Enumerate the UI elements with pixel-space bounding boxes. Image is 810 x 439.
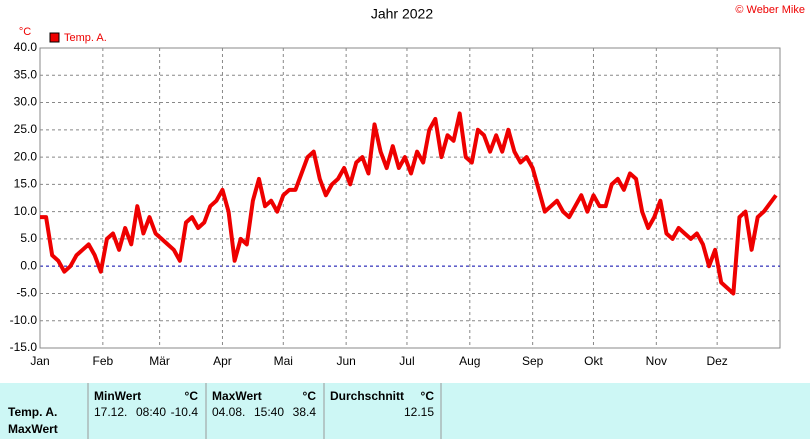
- x-tick-label: Okt: [584, 354, 603, 368]
- x-tick-label: Jan: [30, 354, 49, 368]
- chart-title: Jahr 2022: [371, 6, 433, 22]
- column-unit: °C: [421, 389, 435, 403]
- x-tick-label: Feb: [93, 354, 114, 368]
- cell-value: 12.15: [404, 405, 434, 419]
- cell-value: 38.4: [293, 405, 317, 419]
- x-tick-label: Jun: [336, 354, 355, 368]
- y-tick-label: 35.0: [14, 67, 38, 81]
- column-unit: °C: [185, 389, 199, 403]
- column-unit: °C: [303, 389, 317, 403]
- x-tick-label: Dez: [706, 354, 727, 368]
- row-label: MaxWert: [8, 422, 58, 436]
- plot-area: [39, 47, 781, 349]
- data-line: [40, 111, 778, 296]
- column-header: MaxWert: [212, 389, 262, 403]
- y-unit: °C: [19, 26, 31, 38]
- cell-date: 04.08.: [212, 405, 245, 419]
- cell-time: 15:40: [254, 405, 284, 419]
- y-tick-label: -15.0: [10, 340, 38, 354]
- row-label: Temp. A.: [8, 405, 57, 419]
- x-tick-label: Mai: [274, 354, 293, 368]
- y-tick-label: 15.0: [14, 177, 38, 191]
- y-tick-label: 0.0: [20, 258, 37, 272]
- y-tick-label: 20.0: [14, 149, 38, 163]
- column-header: Durchschnitt: [330, 389, 404, 403]
- x-tick-label: Jul: [399, 354, 414, 368]
- x-tick-label: Aug: [459, 354, 480, 368]
- x-tick-label: Mär: [149, 354, 170, 368]
- legend-label: Temp. A.: [64, 32, 107, 44]
- cell-time: 08:40: [136, 405, 166, 419]
- copyright: © Weber Mike: [735, 4, 805, 16]
- y-tick-label: 5.0: [20, 231, 37, 245]
- cell-date: 17.12.: [94, 405, 127, 419]
- y-tick-label: -5.0: [16, 286, 37, 300]
- table-bg: [0, 383, 810, 439]
- column-header: MinWert: [94, 389, 141, 403]
- y-tick-label: 40.0: [14, 40, 38, 54]
- cell-value: -10.4: [171, 405, 199, 419]
- x-tick-label: Nov: [646, 354, 667, 368]
- y-tick-label: -10.0: [10, 313, 38, 327]
- y-tick-label: 30.0: [14, 95, 38, 109]
- legend-swatch: [49, 32, 60, 43]
- y-tick-label: 25.0: [14, 122, 38, 136]
- x-tick-label: Sep: [522, 354, 544, 368]
- x-tick-label: Apr: [213, 354, 232, 368]
- y-tick-label: 10.0: [14, 204, 38, 218]
